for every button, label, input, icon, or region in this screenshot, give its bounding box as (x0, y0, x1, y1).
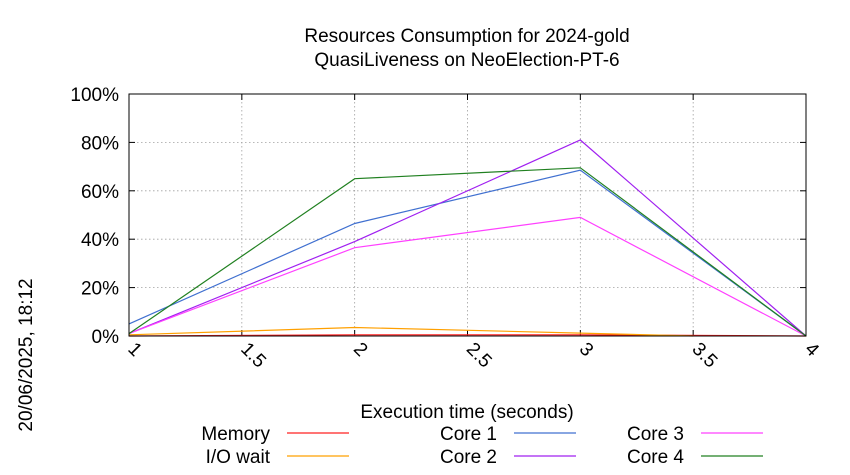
x-tick-label: 3 (575, 339, 597, 361)
timestamp-label: 20/06/2025, 18:12 (16, 278, 37, 431)
x-axis-label: Execution time (seconds) (360, 402, 573, 423)
series-line-core-3 (128, 216, 807, 337)
x-tick-label: 1.5 (236, 339, 270, 373)
series-line-core-4 (128, 167, 807, 337)
y-tick-label: 20% (81, 279, 119, 300)
chart-title-line-1: Resources Consumption for 2024-gold (304, 26, 629, 47)
series-line-i-o-wait (128, 326, 694, 337)
x-tick-label: 2 (349, 339, 371, 361)
chart-title-line-2: QuasiLiveness on NeoElection-PT-6 (314, 50, 619, 71)
y-tick-label: 80% (81, 133, 119, 154)
y-axis-ticks: 0% 20% 40% 60% 80% 100% (70, 85, 806, 348)
legend-label: Core 3 (627, 424, 684, 445)
y-tick-label: 0% (92, 327, 120, 348)
legend-label: Memory (201, 424, 270, 445)
series-line-core-2 (128, 139, 807, 337)
x-tick-label: 1 (123, 339, 145, 361)
y-tick-label: 40% (81, 230, 119, 251)
legend-label: I/O wait (206, 447, 271, 468)
x-tick-label: 3.5 (688, 339, 722, 373)
series-layer (128, 139, 807, 337)
legend-label: Core 4 (627, 447, 684, 468)
x-tick-label: 4 (800, 339, 823, 362)
x-tick-label: 2.5 (462, 339, 496, 373)
plot-frame (128, 93, 807, 337)
legend-label: Core 1 (440, 424, 497, 445)
grid-layer (129, 94, 806, 336)
series-line-core-1 (128, 169, 807, 337)
y-tick-label: 100% (70, 85, 119, 106)
legend-label: Core 2 (440, 447, 497, 468)
y-tick-label: 60% (81, 182, 119, 203)
